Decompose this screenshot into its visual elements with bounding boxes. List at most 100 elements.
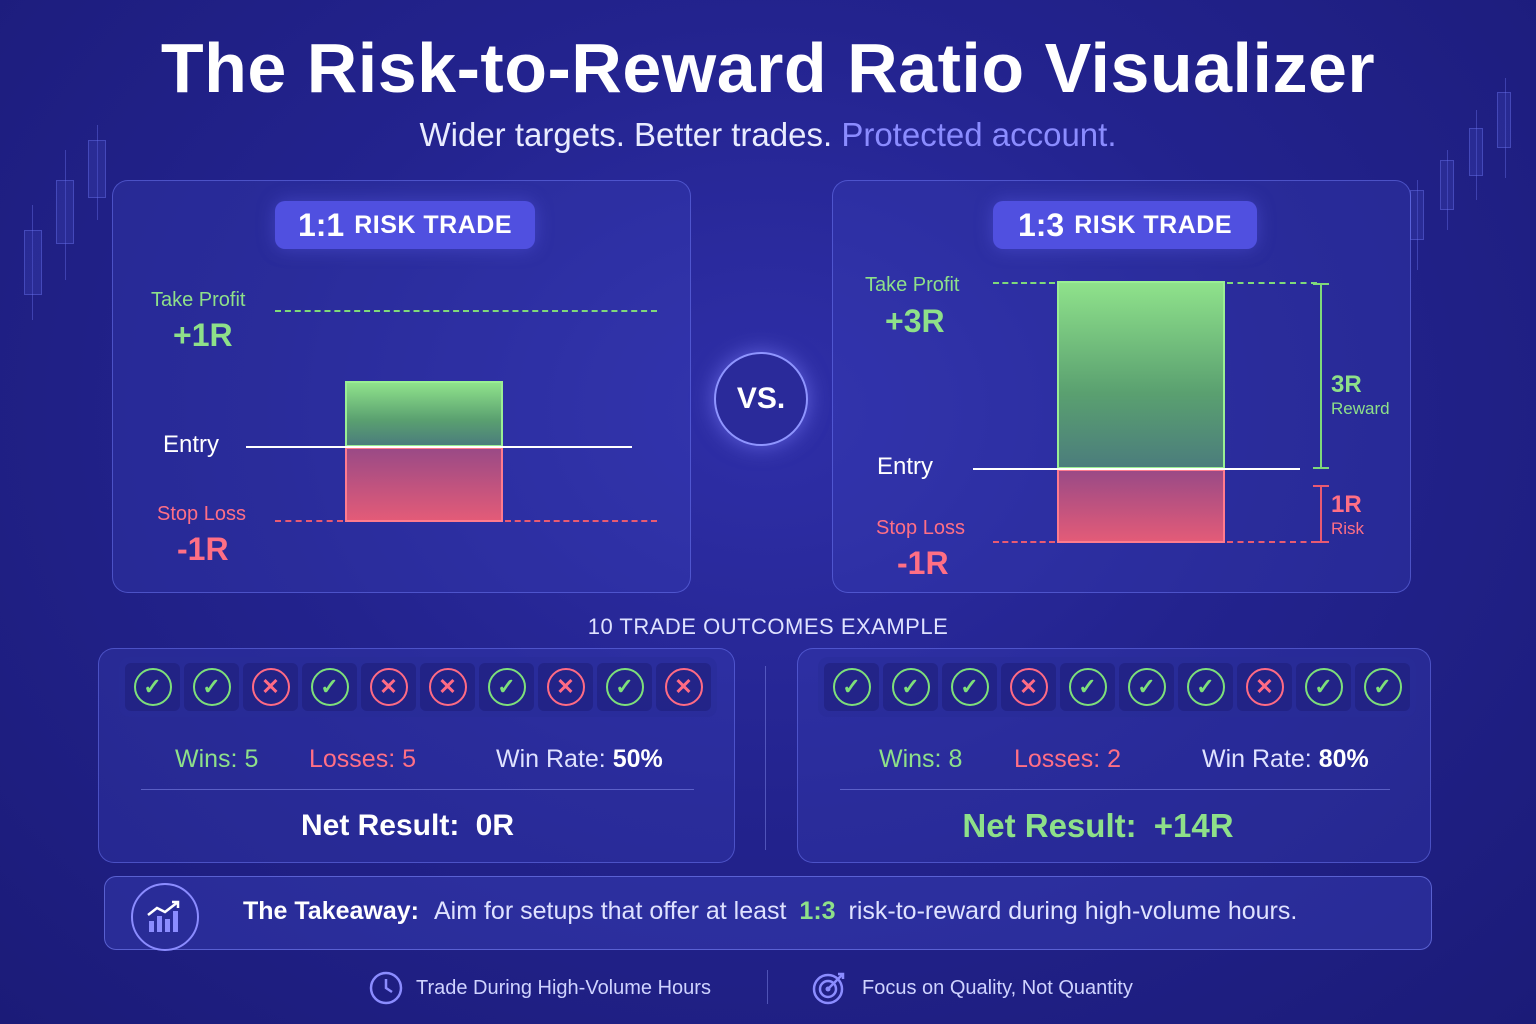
outcome-cell: ✕ [420, 663, 475, 711]
cross-icon: ✕ [369, 668, 408, 706]
left-divider [141, 789, 694, 790]
risk-value: 1R [1331, 491, 1362, 518]
outcome-cell: ✕ [1001, 663, 1056, 711]
left-take-profit-line [275, 310, 657, 312]
cross-icon: ✕ [428, 668, 467, 706]
left-trade-panel: 1:1 RISK TRADE Take Profit +1R Entry Sto… [112, 180, 691, 593]
check-icon: ✓ [605, 668, 644, 706]
right-net-label: Net Result: [962, 807, 1137, 844]
outcome-cell: ✓ [1060, 663, 1115, 711]
check-icon: ✓ [950, 668, 989, 706]
right-badge-label: RISK TRADE [1074, 210, 1233, 239]
left-net-result: Net Result: 0R [99, 809, 716, 843]
growth-chart-icon [131, 883, 199, 951]
check-icon: ✓ [891, 668, 930, 706]
left-entry-line [246, 446, 632, 448]
page-subtitle: Wider targets. Better trades. Protected … [0, 116, 1536, 154]
footer-item-quality: Focus on Quality, Not Quantity [810, 970, 1133, 1006]
cross-icon: ✕ [1245, 668, 1284, 706]
right-stop-loss-value: -1R [897, 545, 949, 581]
right-take-profit-line-a [993, 282, 1055, 284]
left-stop-loss-line-b [505, 520, 657, 522]
subtitle-main: Wider targets. Better trades. [419, 116, 833, 153]
cross-icon: ✕ [664, 668, 703, 706]
reward-label: Reward [1331, 399, 1390, 418]
right-stop-loss-line-a [993, 541, 1055, 543]
right-take-profit-line-b [1227, 282, 1317, 284]
reward-value: 3R [1331, 371, 1362, 398]
check-icon: ✓ [133, 668, 172, 706]
left-outcome-icons: ✓ ✓ ✕ ✓ ✕ ✕ ✓ ✕ ✓ ✕ [119, 657, 717, 717]
outcome-cell: ✓ [1296, 663, 1351, 711]
cross-icon: ✕ [546, 668, 585, 706]
check-icon: ✓ [1363, 668, 1402, 706]
outcome-cell: ✕ [1237, 663, 1292, 711]
footer-item2-label: Focus on Quality, Not Quantity [862, 976, 1133, 999]
check-icon: ✓ [1186, 668, 1225, 706]
left-losses: Losses: 5 [309, 745, 417, 773]
outcome-cell: ✓ [597, 663, 652, 711]
outcome-cell: ✕ [243, 663, 298, 711]
right-net-result: Net Result: +14R [798, 807, 1398, 845]
left-take-profit-label: Take Profit [151, 289, 246, 311]
right-outcome-icons: ✓ ✓ ✓ ✕ ✓ ✓ ✓ ✕ ✓ ✓ [818, 657, 1416, 717]
outcome-cell: ✓ [1119, 663, 1174, 711]
check-icon: ✓ [832, 668, 871, 706]
footer-divider [767, 970, 768, 1004]
left-stop-loss-line-a [275, 520, 343, 522]
subtitle-accent: Protected account. [841, 116, 1117, 153]
left-wins: Wins: 5 [175, 745, 259, 773]
left-win-rate-label: Win Rate: [496, 745, 606, 773]
right-take-profit-label: Take Profit [865, 274, 960, 296]
outcome-cell: ✓ [302, 663, 357, 711]
left-reward-box [345, 381, 503, 447]
left-net-label: Net Result: [300, 809, 460, 842]
page-title: The Risk-to-Reward Ratio Visualizer [160, 29, 1376, 107]
check-icon: ✓ [1068, 668, 1107, 706]
takeaway-bar: The Takeaway: Aim for setups that offer … [104, 876, 1432, 951]
left-stop-loss-label: Stop Loss [157, 503, 246, 525]
right-take-profit-value: +3R [885, 303, 945, 339]
check-icon: ✓ [1127, 668, 1166, 706]
outcome-cell: ✓ [479, 663, 534, 711]
check-icon: ✓ [310, 668, 349, 706]
vs-circle: VS. [714, 352, 808, 446]
outcome-cell: ✕ [361, 663, 416, 711]
left-badge-label: RISK TRADE [354, 210, 513, 239]
risk-bracket [1313, 485, 1329, 543]
right-win-rate: Win Rate: 80% [1202, 745, 1369, 774]
risk-label: Risk [1331, 519, 1365, 538]
outcome-cell: ✓ [942, 663, 997, 711]
right-reward-box [1057, 281, 1225, 469]
outcome-cell: ✓ [824, 663, 879, 711]
outcomes-center-divider [765, 666, 766, 850]
check-icon: ✓ [487, 668, 526, 706]
right-win-rate-value: 80% [1318, 745, 1369, 773]
cross-icon: ✕ [251, 668, 290, 706]
right-entry-line [973, 468, 1300, 470]
outcome-cell: ✓ [125, 663, 180, 711]
right-stop-loss-label: Stop Loss [876, 517, 965, 539]
right-outcomes-panel: ✓ ✓ ✓ ✕ ✓ ✓ ✓ ✕ ✓ ✓ Wins: 8 Losses: 2 Win Rate: 8… [797, 648, 1431, 863]
right-trade-badge: 1:3 RISK TRADE [993, 201, 1257, 249]
outcome-cell: ✓ [1355, 663, 1410, 711]
left-take-profit-value: +1R [173, 317, 233, 353]
check-icon: ✓ [192, 668, 231, 706]
takeaway-highlight: 1:3 [799, 897, 836, 925]
left-stop-loss-value: -1R [177, 531, 229, 567]
left-net-value: 0R [475, 809, 515, 842]
right-win-rate-label: Win Rate: [1202, 745, 1312, 773]
left-trade-badge: 1:1 RISK TRADE [275, 201, 535, 249]
left-outcomes-panel: ✓ ✓ ✕ ✓ ✕ ✕ ✓ ✕ ✓ ✕ Wins: 5 Losses: 5 Win Rate: 5… [98, 648, 735, 863]
right-net-value: +14R [1153, 807, 1234, 844]
outcome-cell: ✕ [656, 663, 711, 711]
target-icon [812, 972, 845, 1005]
right-trade-panel: 1:3 RISK TRADE Take Profit +3R Entry Sto… [832, 180, 1411, 593]
right-risk-box [1057, 469, 1225, 543]
right-divider [840, 789, 1390, 790]
right-entry-label: Entry [877, 453, 934, 480]
right-ratio: 1:3 [1017, 206, 1065, 243]
clock-icon [369, 971, 403, 1005]
left-win-rate: Win Rate: 50% [496, 745, 663, 774]
outcome-cell: ✓ [184, 663, 239, 711]
